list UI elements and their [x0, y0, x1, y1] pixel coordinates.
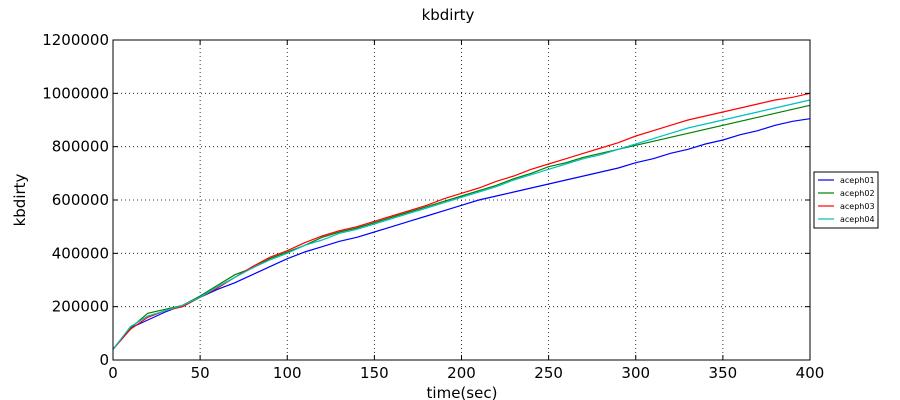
x-tick-label: 150 — [360, 364, 389, 382]
x-tick-label: 0 — [108, 364, 118, 382]
chart-title: kbdirty — [422, 6, 475, 24]
y-tick-label: 800000 — [52, 138, 109, 156]
grid-lines — [113, 40, 810, 360]
series-line-aceph01 — [112, 118, 811, 350]
x-tick-label: 200 — [447, 364, 476, 382]
x-tick-label: 300 — [621, 364, 650, 382]
x-tick-label: 50 — [191, 364, 210, 382]
series-lines — [112, 92, 811, 350]
legend-label-aceph03: aceph03 — [840, 202, 875, 211]
legend: aceph01 aceph02 aceph03 aceph04 — [813, 171, 879, 229]
x-tick-label: 250 — [534, 364, 563, 382]
legend-label-aceph04: aceph04 — [840, 215, 875, 224]
legend-label-aceph02: aceph02 — [840, 189, 875, 198]
y-tick-label: 200000 — [52, 298, 109, 316]
x-tick-label: 100 — [273, 364, 302, 382]
x-axis-label: time(sec) — [427, 384, 498, 400]
y-axis-label: kbdirty — [11, 173, 29, 226]
y-tick-label: 1200000 — [42, 31, 109, 49]
axis-ticks: 0 50 100 150 200 250 300 350 400 0 200000 400000 600… — [42, 31, 824, 382]
series-line-aceph03 — [112, 92, 811, 350]
y-tick-label: 0 — [99, 351, 109, 369]
series-line-aceph02 — [112, 104, 811, 350]
legend-label-aceph01: aceph01 — [840, 176, 875, 185]
x-tick-label: 400 — [796, 364, 825, 382]
x-tick-label: 350 — [709, 364, 738, 382]
y-tick-label: 1000000 — [42, 84, 109, 102]
y-tick-label: 400000 — [52, 244, 109, 262]
legend-box — [813, 171, 879, 229]
y-tick-label: 600000 — [52, 191, 109, 209]
series-line-aceph04 — [112, 99, 811, 350]
